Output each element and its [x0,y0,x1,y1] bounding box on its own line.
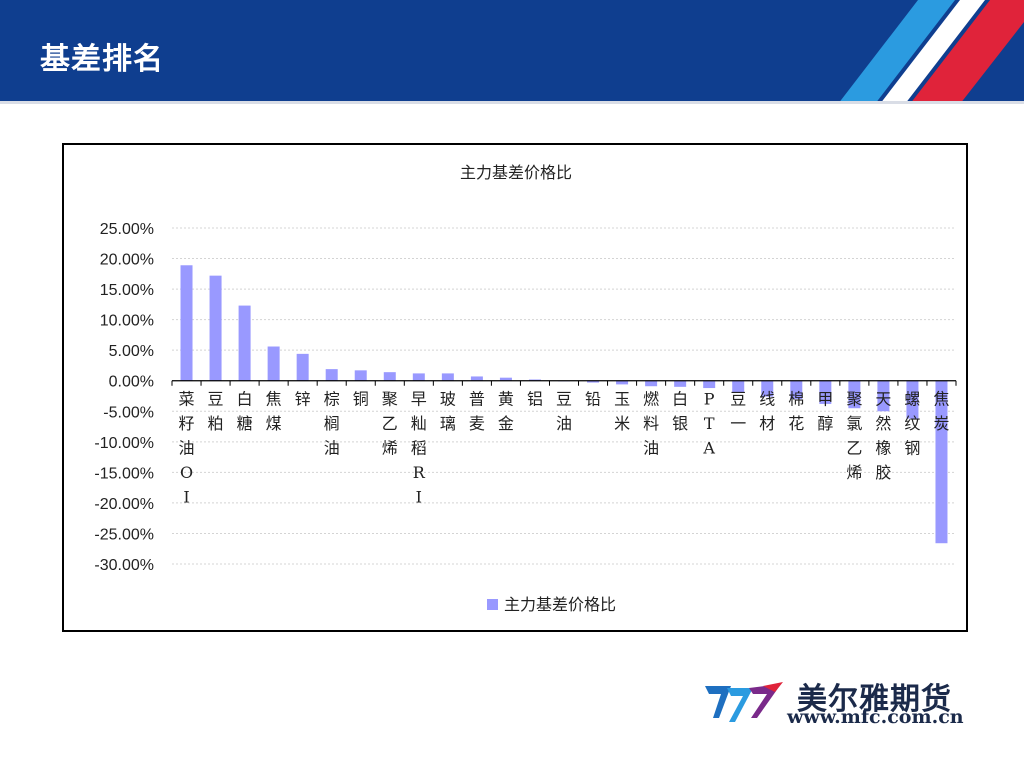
bar [354,370,367,381]
x-tick-label: 普麦 [469,390,485,434]
bar [180,265,193,381]
bar [528,379,541,381]
x-tick-label: 聚氯乙烯 [846,390,862,483]
x-tick-label: 天然橡胶 [875,390,891,483]
bar [674,380,687,387]
legend-swatch [487,599,498,610]
bar [906,380,919,419]
chart-frame: 主力基差价格比 25.00% 20.00% 15.00% 10.00% 5.00% 0.00… [62,143,968,632]
y-tick-label: 25.00% [100,221,154,238]
bar [267,346,280,381]
x-tick-label: 焦炭 [933,390,949,434]
y-tick-label: 10.00% [100,313,154,330]
logo-mark-icon [705,682,783,722]
x-tick-label: 棕榈油 [324,390,340,458]
x-tick-label: 玉米 [614,390,630,434]
bar [587,380,600,383]
x-tick-label: 白糖 [237,390,253,434]
y-tick-label: -15.00% [94,465,154,482]
bar [703,380,716,389]
header-stripes-decoration [838,0,1024,104]
y-tick-label: -30.00% [94,557,154,574]
bar [761,380,774,397]
bar [296,353,309,381]
bar [819,380,832,404]
x-tick-label: 铅 [585,390,601,409]
bar [790,380,803,400]
company-logo: 美尔雅期货 www.mfc.com.cn [705,674,970,734]
bar [209,275,222,381]
y-tick-label: 5.00% [109,343,154,360]
x-tick-label: 棉花 [788,390,804,434]
bar [383,372,396,381]
bar [848,380,861,409]
x-tick-label: 锌 [295,390,311,409]
x-tick-label: 聚乙烯 [382,390,398,458]
x-tick-label: 豆粕 [208,390,224,434]
y-tick-label: 15.00% [100,282,154,299]
chart-title: 主力基差价格比 [460,163,572,182]
x-tick-label: 豆油 [556,390,572,434]
bar [441,373,454,381]
x-tick-label: 豆一 [730,390,746,434]
bar [645,380,658,387]
x-tick-label: 甲醇 [817,390,833,434]
page-title: 基差排名 [40,42,164,77]
bar [325,369,338,381]
brand-name: 美尔雅期货 [797,682,952,717]
basis-ranking-chart: 主力基差价格比 25.00% 20.00% 15.00% 10.00% 5.00% 0.00… [94,163,957,614]
y-tick-label: -5.00% [103,404,154,421]
x-tick-label: 焦煤 [266,390,282,434]
bar [499,377,512,381]
y-tick-label: -20.00% [94,496,154,513]
y-tick-label: 20.00% [100,252,154,269]
x-tick-label: 铜 [353,390,369,409]
bar [470,376,483,381]
legend-label: 主力基差价格比 [504,595,616,614]
x-tick-label: 玻璃 [440,390,456,434]
brand-url: www.mfc.com.cn [787,706,964,728]
x-tick-label: 线材 [759,390,775,434]
x-tick-label: 燃料油 [643,390,659,458]
bar [238,305,251,381]
bar [935,380,948,544]
x-tick-label: 菜籽油 O I [179,390,195,507]
x-tick-label: 黄金 [498,390,514,434]
header-bar: 基差排名 [0,0,1024,104]
bar [412,373,425,381]
bar [616,380,629,385]
y-tick-label: -10.00% [94,435,154,452]
x-tick-label: 螺纹钢 [904,390,920,458]
bar [732,380,745,393]
x-tick-label: 早籼稻 R I [411,390,427,507]
bar [877,380,890,412]
y-tick-label: -25.00% [94,526,154,543]
blue-stripe [838,0,955,104]
x-tick-label: 铝 [527,390,543,409]
y-tick-label: 0.00% [109,374,154,391]
x-tick-label: 白银 [672,390,688,434]
red-stripe [910,0,1024,104]
white-stripe [880,0,985,104]
